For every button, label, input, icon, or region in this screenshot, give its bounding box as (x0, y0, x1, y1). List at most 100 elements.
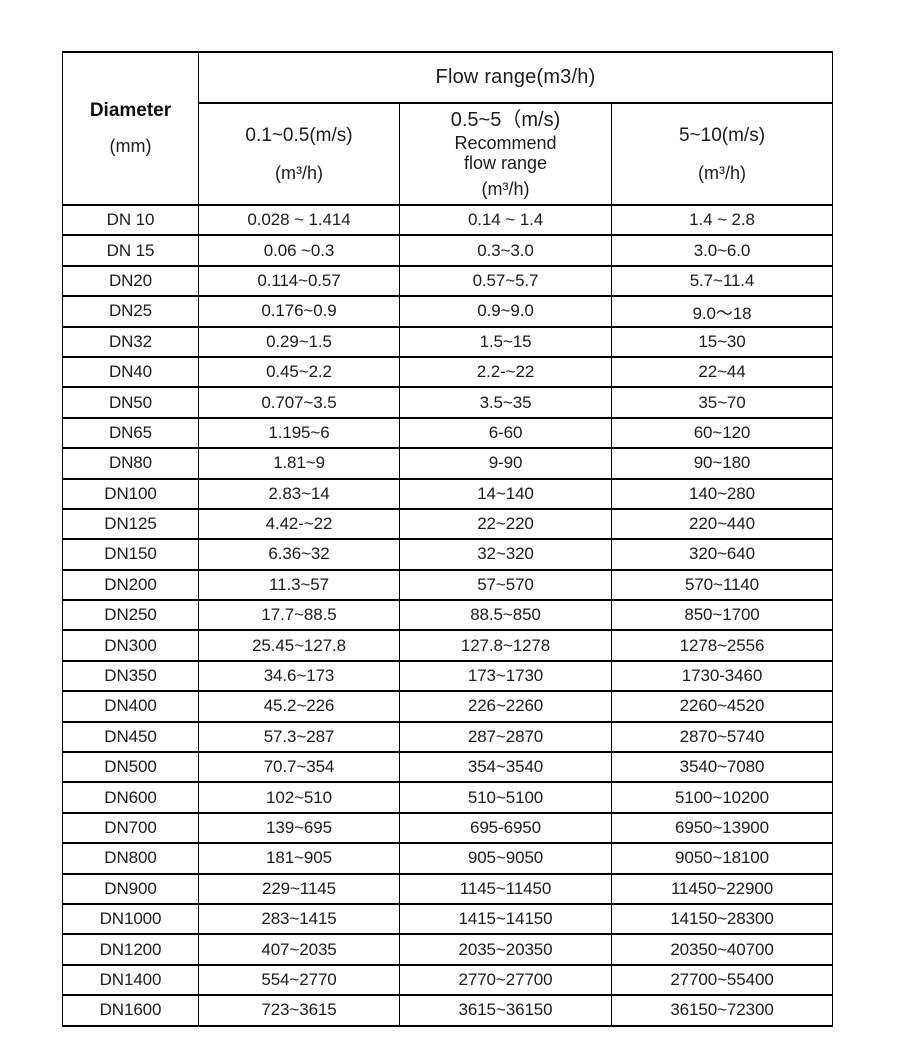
diameter-cell: DN200 (62, 568, 199, 602)
flow-low-cell: 0.176~0.9 (198, 295, 400, 328)
diameter-cell: DN150 (62, 538, 199, 571)
low-velocity-header-cell: 0.1~0.5(m/s) (m³/h) (198, 102, 400, 206)
flow-high-cell: 850~1700 (611, 599, 833, 632)
flow-recommend-cell: 0.9~9.0 (399, 295, 612, 328)
flow-high-cell: 5100~10200 (611, 781, 833, 814)
flow-high-cell: 14150~28300 (611, 902, 833, 936)
flow-low-cell: 1.81~9 (198, 447, 400, 480)
flow-low-cell: 4.42-~22 (198, 507, 400, 541)
diameter-cell: DN40 (62, 355, 199, 389)
diameter-cell: DN300 (62, 629, 199, 662)
diameter-title: Diameter (89, 100, 172, 121)
flow-recommend-cell: 2035~20350 (399, 933, 612, 966)
diameter-cell: DN700 (62, 811, 199, 845)
flow-low-cell: 0.707~3.5 (198, 386, 400, 419)
diameter-cell: DN400 (62, 690, 199, 723)
flow-recommend-cell: 1145~11450 (399, 872, 612, 905)
high-velocity-unit: (m³/h) (698, 163, 746, 183)
table-row: DN25 0.176~0.9 0.9~9.0 9.0～18 (62, 295, 833, 328)
diameter-cell: DN800 (62, 842, 199, 875)
table-row: DN700 139~695 695-6950 6950~13900 (62, 811, 833, 845)
flow-recommend-cell: 173~1730 (399, 659, 612, 693)
table-row: DN450 57.3~287 287~2870 2870~5740 (62, 720, 833, 754)
flow-low-cell: 17.7~88.5 (198, 599, 400, 632)
flow-recommend-cell: 0.57~5.7 (399, 264, 612, 298)
table-row: DN200 11.3~57 57~570 570~1140 (62, 568, 833, 602)
flow-recommend-cell: 127.8~1278 (399, 629, 612, 662)
flow-recommend-cell: 6-60 (399, 416, 612, 450)
flow-low-cell: 723~3615 (198, 994, 400, 1027)
diameter-cell: DN25 (62, 295, 199, 328)
flow-low-cell: 25.45~127.8 (198, 629, 400, 662)
flow-recommend-cell: 0.3~3.0 (399, 234, 612, 267)
flow-recommend-cell: 32~320 (399, 538, 612, 571)
flow-recommend-cell: 9-90 (399, 447, 612, 480)
flow-high-cell: 6950~13900 (611, 811, 833, 845)
flow-recommend-cell: 2.2-~22 (399, 355, 612, 389)
table-row: DN1200 407~2035 2035~20350 20350~40700 (62, 933, 833, 966)
flow-recommend-cell: 2770~27700 (399, 963, 612, 997)
table-row: DN800 181~905 905~9050 9050~18100 (62, 842, 833, 875)
flow-high-cell: 5.7~11.4 (611, 264, 833, 298)
flow-recommend-cell: 1415~14150 (399, 902, 612, 936)
header-row-top: Diameter (mm) Flow range(m3/h) (62, 51, 833, 206)
flow-low-cell: 0.06 ~0.3 (198, 234, 400, 267)
flow-recommend-cell: 226~2260 (399, 690, 612, 723)
table-row: DN500 70.7~354 354~3540 3540~7080 (62, 751, 833, 784)
flow-high-cell: 9050~18100 (611, 842, 833, 875)
table-row: DN125 4.42-~22 22~220 220~440 (62, 507, 833, 541)
flow-recommend-cell: 1.5~15 (399, 325, 612, 358)
diameter-cell: DN350 (62, 659, 199, 693)
diameter-cell: DN 15 (62, 234, 199, 267)
flow-high-cell: 2260~4520 (611, 690, 833, 723)
diameter-cell: DN1200 (62, 933, 199, 966)
flow-high-cell: 3540~7080 (611, 751, 833, 784)
flow-high-cell: 3.0~6.0 (611, 234, 833, 267)
recommend-unit: (m³/h) (481, 179, 530, 199)
low-velocity-unit: (m³/h) (275, 163, 323, 183)
diameter-cell: DN1400 (62, 963, 199, 997)
table-row: DN1600 723~3615 3615~36150 36150~72300 (62, 994, 833, 1027)
flow-low-cell: 102~510 (198, 781, 400, 814)
high-velocity-range: 5~10(m/s) (678, 125, 766, 146)
flow-low-cell: 34.6~173 (198, 659, 400, 693)
flow-high-cell: 9.0～18 (611, 295, 833, 328)
flow-high-cell: 1730-3460 (611, 659, 833, 693)
table-row: DN 10 0.028 ~ 1.414 0.14 ~ 1.4 1.4 ~ 2.8 (62, 203, 833, 237)
recommend-velocity-range: 0.5~5（m/s) (450, 109, 561, 131)
table-row: DN150 6.36~32 32~320 320~640 (62, 538, 833, 571)
flow-high-cell: 140~280 (611, 477, 833, 510)
flow-low-cell: 0.29~1.5 (198, 325, 400, 358)
table-row: DN400 45.2~226 226~2260 2260~4520 (62, 690, 833, 723)
table-row: DN20 0.114~0.57 0.57~5.7 5.7~11.4 (62, 264, 833, 298)
flow-recommend-cell: 905~9050 (399, 842, 612, 875)
flow-high-cell: 36150~72300 (611, 994, 833, 1027)
low-velocity-range: 0.1~0.5(m/s) (245, 125, 353, 146)
flow-recommend-cell: 57~570 (399, 568, 612, 602)
flow-high-cell: 22~44 (611, 355, 833, 389)
table-row: DN80 1.81~9 9-90 90~180 (62, 447, 833, 480)
diameter-cell: DN250 (62, 599, 199, 632)
table-row: DN1400 554~2770 2770~27700 27700~55400 (62, 963, 833, 997)
flow-high-cell: 2870~5740 (611, 720, 833, 754)
diameter-cell: DN125 (62, 507, 199, 541)
table-row: DN 15 0.06 ~0.3 0.3~3.0 3.0~6.0 (62, 234, 833, 267)
flow-high-cell: 60~120 (611, 416, 833, 450)
flow-high-cell: 220~440 (611, 507, 833, 541)
flow-recommend-cell: 510~5100 (399, 781, 612, 814)
diameter-cell: DN65 (62, 416, 199, 450)
flow-high-cell: 1278~2556 (611, 629, 833, 662)
flow-recommend-cell: 695-6950 (399, 811, 612, 845)
flow-high-cell: 320~640 (611, 538, 833, 571)
flow-recommend-cell: 14~140 (399, 477, 612, 510)
flow-low-cell: 11.3~57 (198, 568, 400, 602)
flow-low-cell: 1.195~6 (198, 416, 400, 450)
table-row: DN300 25.45~127.8 127.8~1278 1278~2556 (62, 629, 833, 662)
flow-low-cell: 0.028 ~ 1.414 (198, 203, 400, 237)
table-header: Diameter (mm) Flow range(m3/h) 0.1~0.5(m… (62, 51, 833, 206)
diameter-cell: DN1600 (62, 994, 199, 1027)
flow-recommend-cell: 3615~36150 (399, 994, 612, 1027)
diameter-cell: DN600 (62, 781, 199, 814)
table-row: DN600 102~510 510~5100 5100~10200 (62, 781, 833, 814)
flow-high-cell: 35~70 (611, 386, 833, 419)
